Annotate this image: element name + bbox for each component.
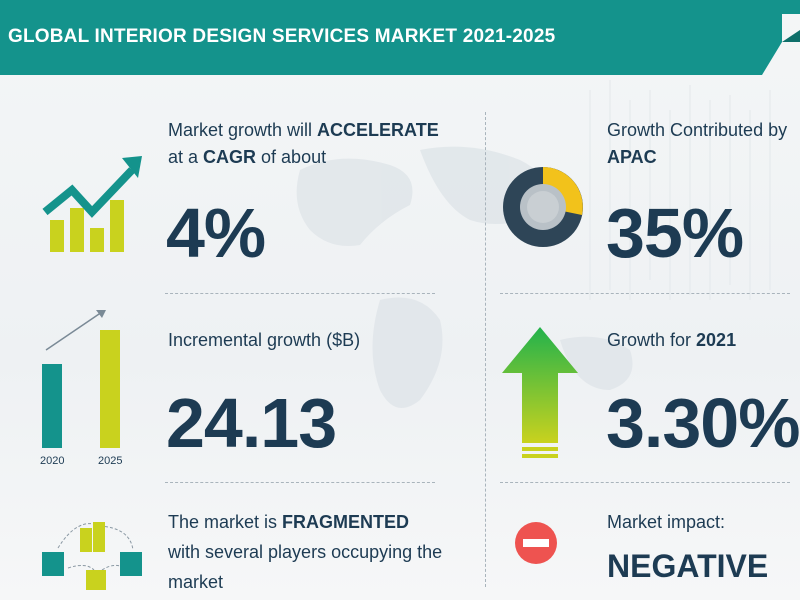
divider-right-2: [500, 482, 790, 483]
header-shape: [0, 0, 800, 75]
incremental-value: 24.13: [166, 384, 337, 462]
apac-label-line2: APAC: [607, 147, 657, 167]
growth-2021-value: 3.30%: [606, 384, 800, 462]
divider-vertical: [485, 112, 486, 587]
year-start-label: 2020: [40, 455, 65, 467]
incremental-bars-icon: [42, 310, 120, 448]
year-end-label: 2025: [98, 455, 123, 467]
growth-chart-icon: [42, 156, 142, 252]
fragmented-buildings-icon: [42, 522, 142, 590]
growth-2021-label: Growth for 2021: [607, 330, 737, 350]
divider-right-1: [500, 293, 790, 294]
cagr-value: 4%: [166, 194, 266, 272]
header-banner: GLOBAL INTERIOR DESIGN SERVICES MARKET 2…: [0, 0, 800, 75]
fragmented-label-line3: market: [168, 572, 224, 592]
impact-value: NEGATIVE: [607, 548, 769, 584]
cagr-label-line1: Market growth will ACCELERATE: [168, 120, 439, 140]
impact-label: Market impact:: [607, 512, 726, 532]
apac-value: 35%: [606, 194, 744, 272]
fragmented-label-line1: The market is FRAGMENTED: [168, 512, 410, 532]
donut-chart-icon: [503, 167, 583, 247]
page-title: GLOBAL INTERIOR DESIGN SERVICES MARKET 2…: [8, 26, 556, 47]
cagr-label-line2: at a CAGR of about: [168, 147, 327, 167]
divider-left-1: [165, 293, 435, 294]
up-arrow-icon: [502, 327, 578, 458]
divider-left-2: [165, 482, 435, 483]
fragmented-label-line2: with several players occupying the: [168, 542, 443, 562]
minus-circle-icon: [515, 522, 557, 564]
incremental-label: Incremental growth ($B): [168, 330, 361, 350]
apac-label-line1: Growth Contributed by: [607, 120, 788, 140]
